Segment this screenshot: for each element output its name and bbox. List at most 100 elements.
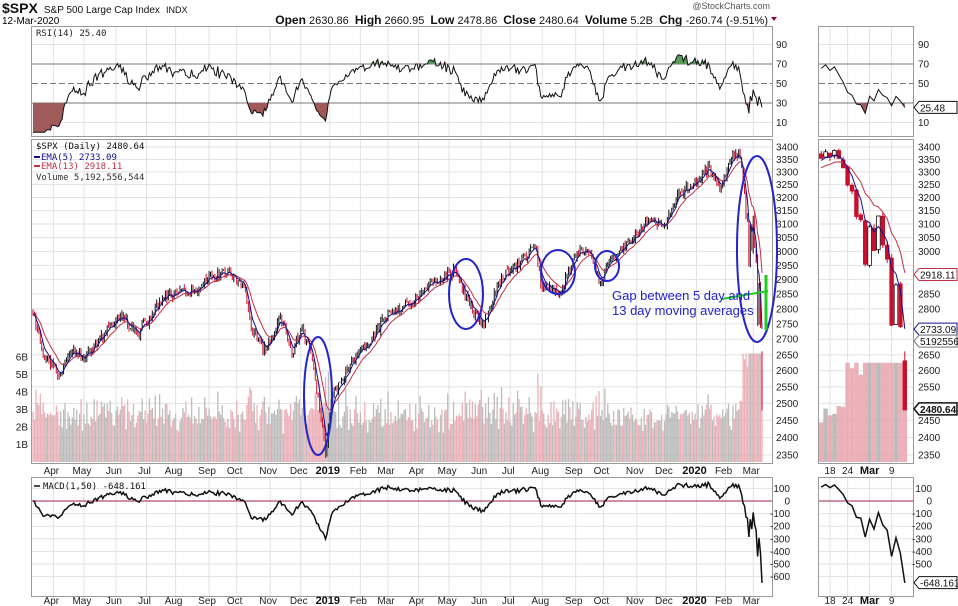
volume-bar <box>211 419 213 462</box>
volume-bar <box>463 420 465 462</box>
volume-bar <box>303 398 305 462</box>
volume-bar <box>541 410 543 462</box>
volume-bar <box>519 407 522 462</box>
volume-bar <box>358 422 360 462</box>
volume-bar <box>674 413 676 462</box>
x-tick-label: Apr <box>44 466 60 477</box>
volume-bar <box>42 402 44 462</box>
volume-bar <box>313 409 315 462</box>
x-tick-label: Aug <box>165 466 183 477</box>
volume-bar <box>371 418 373 462</box>
volume-bar <box>176 429 178 462</box>
x-tick-label: Mar <box>377 596 395 606</box>
volume-bar <box>330 386 332 462</box>
volume-bar <box>614 424 616 462</box>
volume-bar <box>135 422 138 462</box>
volume-label: Volume <box>585 13 628 27</box>
volume-bar <box>675 405 677 462</box>
ema13-legend: EMA(13) 2918.11 <box>41 162 122 172</box>
volume-bar <box>268 406 270 462</box>
volume-bar <box>33 419 36 462</box>
volume-bar <box>531 416 533 462</box>
volume-bar <box>151 408 154 462</box>
volume-bar <box>102 406 104 462</box>
volume-bar <box>156 425 158 462</box>
zoom-candle-body <box>836 150 841 159</box>
rsi-zoom-panel <box>818 26 914 137</box>
zoom-x-tick-label: Mar <box>860 465 880 477</box>
volume-bar <box>119 409 121 462</box>
volume-bar <box>158 393 161 462</box>
volume-bar <box>201 418 203 462</box>
volume-bar <box>666 404 669 462</box>
volume-bar <box>96 400 98 462</box>
volume-bar <box>703 415 705 462</box>
volume-bar <box>745 353 747 462</box>
volume-bar <box>701 405 703 462</box>
volume-bar <box>506 420 509 462</box>
volume-bar <box>452 402 455 462</box>
volume-bar <box>564 399 567 462</box>
volume-bar <box>719 414 721 462</box>
price-tick-label: 3400 <box>776 143 799 154</box>
volume-bar <box>413 431 415 462</box>
volume-bar <box>246 404 248 462</box>
volume-bar <box>271 413 273 462</box>
volume-bar <box>138 410 140 462</box>
volume-bar <box>336 427 338 462</box>
volume-bar <box>249 387 251 462</box>
volume-value-tag-box <box>913 334 958 348</box>
zoom-volume-bar <box>893 362 899 462</box>
x-tick-label: 2020 <box>682 595 706 606</box>
volume-bar <box>738 409 740 462</box>
volume-bar <box>560 417 562 462</box>
volume-bar <box>180 417 183 462</box>
price-tick-label: 3350 <box>776 155 799 166</box>
volume-bar <box>467 417 469 462</box>
volume-bar <box>551 424 554 462</box>
volume-bar <box>365 420 367 462</box>
ema13-value-tag-box <box>913 267 958 281</box>
x-tick-label: Nov <box>259 596 277 606</box>
volume-bar <box>352 425 354 462</box>
volume-bar <box>281 409 283 462</box>
volume-bar <box>646 414 648 462</box>
volume-bar <box>682 413 685 462</box>
annotation-text-line1: Gap between 5 day and <box>612 288 750 303</box>
volume-bar <box>189 417 191 462</box>
price-tick-label: 2650 <box>776 350 799 361</box>
price-tick-label: 2800 <box>776 304 799 315</box>
volume-bar <box>500 387 503 462</box>
volume-bar <box>275 414 277 462</box>
rsi-tick-label: 30 <box>776 99 788 110</box>
volume-bar <box>105 417 107 462</box>
volume-bar <box>420 408 423 462</box>
zoom-candle-body <box>867 226 872 266</box>
volume-bar <box>723 416 725 462</box>
volume-bar <box>623 407 625 462</box>
x-tick-label: Dec <box>655 466 673 477</box>
volume-bar <box>407 417 410 462</box>
rsi-value-tag-box <box>913 100 958 114</box>
price-tick-label: 2400 <box>918 433 941 444</box>
volume-bar <box>253 402 255 462</box>
volume-bar <box>217 391 219 462</box>
x-tick-label: Feb <box>715 596 733 606</box>
x-tick-label: Jul <box>138 466 151 477</box>
volume-bar <box>672 413 674 462</box>
price-tick-label: 3150 <box>776 206 799 217</box>
volume-bar <box>212 416 215 462</box>
volume-bar <box>621 425 623 462</box>
exchange: INDX <box>166 5 188 15</box>
volume-bar <box>64 402 66 462</box>
volume-bar <box>684 410 686 462</box>
volume-bar <box>185 401 187 462</box>
rsi-value-tag: 25.48 <box>920 103 945 114</box>
volume-bar <box>729 425 731 462</box>
volume-bar <box>92 419 94 462</box>
volume-bar <box>314 393 316 462</box>
ema5-line <box>32 154 763 437</box>
volume-bar <box>599 415 602 462</box>
rsi-panel <box>31 26 773 137</box>
volume-bar <box>353 409 356 462</box>
